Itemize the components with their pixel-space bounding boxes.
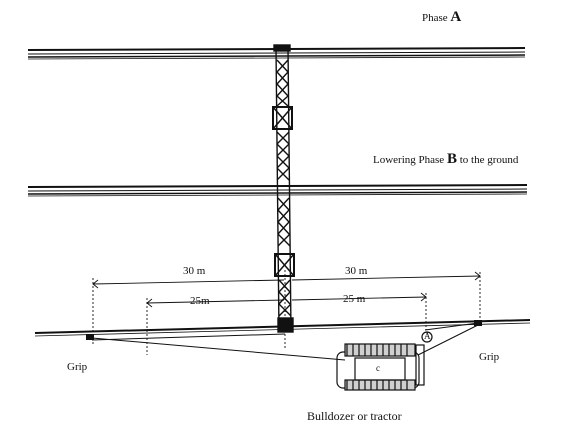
rigging-ropes xyxy=(91,322,479,361)
anchor-marker-label: A xyxy=(424,331,431,341)
bulldozer-mark: c xyxy=(376,363,380,373)
dimension-25m-right: 25 m xyxy=(343,293,366,305)
phase-b-suffix: to the ground xyxy=(456,154,519,166)
dimension-lines xyxy=(92,270,481,355)
grip-right-symbol xyxy=(474,320,482,326)
phase-a-prefix: Phase xyxy=(422,12,451,24)
bulldozer-label: Bulldozer or tractor xyxy=(307,409,402,423)
dimension-30m-left: 30 m xyxy=(183,265,206,277)
grip-left-symbol xyxy=(86,334,94,340)
bulldozer-symbol xyxy=(336,331,433,391)
phase-b-letter: B xyxy=(446,151,457,167)
grip-right-label: Grip xyxy=(479,351,500,363)
phase-b-prefix: Lowering Phase xyxy=(373,154,447,166)
phase-b-label: Lowering Phase B to the ground xyxy=(373,152,518,167)
dimension-30m-right: 30 m xyxy=(345,265,368,277)
phase-a-letter: A xyxy=(450,9,462,25)
lattice-tower xyxy=(272,44,295,333)
grip-left-label: Grip xyxy=(67,361,88,373)
phase-a-label: Phase A xyxy=(422,10,461,25)
dimension-25m-left: 25m xyxy=(190,295,210,307)
